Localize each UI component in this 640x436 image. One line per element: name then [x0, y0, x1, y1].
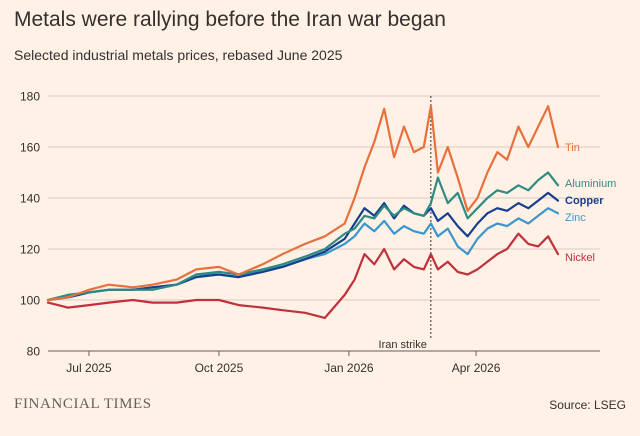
series-label-tin: Tin [565, 142, 580, 154]
y-tick-label-120: 120 [20, 243, 40, 257]
y-tick-label-80: 80 [27, 345, 41, 359]
series-label-aluminium: Aluminium [565, 178, 616, 190]
series-line-copper [46, 191, 560, 302]
series-label-zinc: Zinc [565, 212, 586, 224]
series-line-tin [46, 105, 560, 302]
series-line-aluminium [46, 171, 560, 302]
y-tick-label-180: 180 [20, 90, 40, 104]
chart-title: Metals were rallying before the Iran war… [14, 8, 446, 31]
x-tick-label-3: Apr 2026 [452, 361, 501, 375]
x-tick-label-0: Jul 2025 [66, 361, 112, 375]
source-note: Source: LSEG [549, 398, 626, 412]
chart-subtitle: Selected industrial metals prices, rebas… [14, 47, 343, 63]
x-tick-label-2: Jan 2026 [324, 361, 374, 375]
series-line-nickel [46, 232, 560, 319]
series-label-copper: Copper [565, 195, 604, 207]
iran-strike-label: Iran strike [379, 339, 427, 351]
y-tick-label-100: 100 [20, 294, 40, 308]
y-tick-label-140: 140 [20, 192, 40, 206]
x-tick-label-1: Oct 2025 [195, 361, 244, 375]
brand-logo-text: FINANCIAL TIMES [14, 396, 152, 412]
y-tick-label-160: 160 [20, 141, 40, 155]
series-label-nickel: Nickel [565, 252, 595, 264]
